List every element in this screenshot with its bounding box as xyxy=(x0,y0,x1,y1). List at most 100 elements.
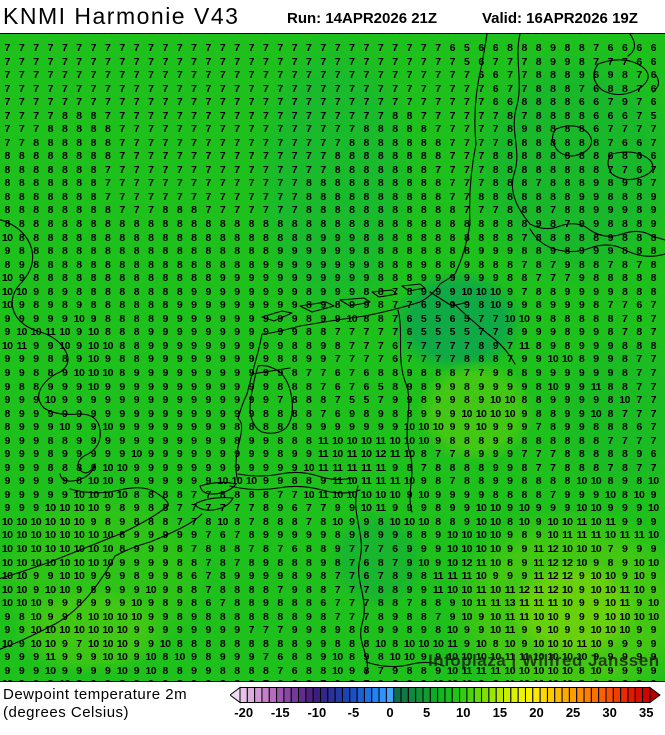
dewpoint-value: 8 xyxy=(277,515,283,528)
dewpoint-value: 8 xyxy=(205,542,212,555)
dewpoint-value: 10 xyxy=(16,529,27,542)
dewpoint-value: 7 xyxy=(464,109,470,122)
dewpoint-value: 7 xyxy=(262,150,269,163)
dewpoint-value: 10 xyxy=(576,475,587,488)
dewpoint-value: 10 xyxy=(561,637,573,650)
dewpoint-value: 7 xyxy=(277,136,283,149)
dewpoint-value: 11 xyxy=(519,339,530,352)
dewpoint-value: 8 xyxy=(349,651,355,664)
dewpoint-value: 7 xyxy=(18,109,25,122)
dewpoint-value: 9 xyxy=(464,515,470,528)
colorbar-cell xyxy=(254,687,263,703)
dewpoint-value: 7 xyxy=(262,42,269,54)
dewpoint-value: 8 xyxy=(219,245,226,258)
dewpoint-value: 9 xyxy=(248,651,255,664)
dewpoint-value: 8 xyxy=(402,678,416,681)
dewpoint-value: 8 xyxy=(176,204,183,217)
dewpoint-value: 8 xyxy=(507,366,513,379)
dewpoint-value: 10 xyxy=(604,488,616,501)
dewpoint-value: 10 xyxy=(131,597,142,610)
dewpoint-value: 9 xyxy=(492,421,499,434)
dewpoint-value: 8 xyxy=(176,272,183,285)
colorbar-tick: -15 xyxy=(270,705,290,720)
dewpoint-value: 8 xyxy=(564,109,571,122)
dewpoint-value: 8 xyxy=(593,258,599,271)
dewpoint-value: 11 xyxy=(475,556,487,569)
dewpoint-value: 9 xyxy=(234,285,240,298)
dewpoint-value: 8 xyxy=(420,150,427,163)
grid-row: 10 10 10 10 10 10 9 8 9 8 8 8 7 7 8 10 8 7 8 8 8 7 8 10 9 9 8 10 10 1… xyxy=(0,512,665,528)
dewpoint-value: 7 xyxy=(521,82,527,95)
dewpoint-value: 8 xyxy=(349,136,355,149)
dewpoint-value: 8 xyxy=(521,42,527,54)
dewpoint-value: 10 xyxy=(547,529,559,542)
dewpoint-value: 7 xyxy=(61,69,68,82)
dewpoint-value: 8 xyxy=(61,353,68,366)
dewpoint-value: 9 xyxy=(306,448,312,461)
dewpoint-value: 8 xyxy=(61,150,68,163)
dewpoint-value: 10 xyxy=(533,637,544,650)
dewpoint-value: 9 xyxy=(291,245,298,258)
dewpoint-value: 8 xyxy=(205,515,212,528)
dewpoint-value: 8 xyxy=(219,610,226,623)
dewpoint-value: 7 xyxy=(636,123,642,136)
dewpoint-value: 8 xyxy=(234,637,240,650)
dewpoint-value: 7 xyxy=(349,96,355,109)
dewpoint-value: 8 xyxy=(148,218,154,231)
dewpoint-value: 9 xyxy=(262,272,269,285)
dewpoint-value: 8 xyxy=(507,326,513,339)
dewpoint-value: 9 xyxy=(18,258,25,271)
dewpoint-value: 8 xyxy=(420,610,427,623)
dewpoint-value: 9 xyxy=(377,407,384,420)
dewpoint-value: 8 xyxy=(349,177,355,190)
dewpoint-value: 8 xyxy=(392,204,398,217)
dewpoint-value: 8 xyxy=(621,488,628,501)
dewpoint-value: 8 xyxy=(90,218,97,231)
dewpoint-value: 8 xyxy=(119,245,125,258)
dewpoint-value: 8 xyxy=(593,299,599,312)
dewpoint-value: 8 xyxy=(478,299,484,312)
dewpoint-value: 10 xyxy=(16,556,27,569)
grid-row: 1099910899899989988876887987988910101088… xyxy=(0,674,665,681)
dewpoint-value: 8 xyxy=(119,326,125,339)
dewpoint-value: 7 xyxy=(406,96,413,109)
grid-row: 10 10 9 9 10 10 9 9 9 8 9 9 8 6 7 8 9 9 9 9 8 9 8 7 7 6 7 8 9 8 11 11 11… xyxy=(0,566,665,583)
dewpoint-value: 8 xyxy=(334,150,341,163)
dewpoint-value: 7 xyxy=(478,204,484,217)
dewpoint-value: 10 xyxy=(102,475,114,488)
dewpoint-value: 6 xyxy=(578,96,585,109)
dewpoint-value: 8 xyxy=(291,407,298,420)
dewpoint-value: 8 xyxy=(377,123,384,136)
dewpoint-value: 7 xyxy=(420,82,427,95)
dewpoint-value: 8 xyxy=(291,556,298,569)
dewpoint-value: 7 xyxy=(363,583,369,596)
dewpoint-value: 8 xyxy=(392,380,398,393)
dewpoint-value: 9 xyxy=(76,353,82,366)
dewpoint-value: 9 xyxy=(507,570,513,583)
dewpoint-value: 9 xyxy=(607,245,614,258)
dewpoint-value: 11 xyxy=(533,542,544,555)
dewpoint-value: 10 xyxy=(475,285,487,298)
dewpoint-value: 9 xyxy=(636,502,642,515)
dewpoint-value: 6 xyxy=(650,42,657,54)
dewpoint-value: 7 xyxy=(205,556,212,569)
dewpoint-value: 8 xyxy=(507,434,513,447)
dewpoint-value: 9 xyxy=(277,366,283,379)
dewpoint-value: 8 xyxy=(435,245,441,258)
dewpoint-value: 9 xyxy=(4,434,11,447)
dewpoint-value: 8 xyxy=(535,245,542,258)
dewpoint-value: 9 xyxy=(148,556,154,569)
dewpoint-value: 7 xyxy=(262,69,269,82)
dewpoint-value: 9 xyxy=(148,529,154,542)
dewpoint-value: 10 xyxy=(1,570,13,583)
dewpoint-value: 8 xyxy=(262,488,269,501)
dewpoint-value: 7 xyxy=(162,42,168,54)
dewpoint-value: 7 xyxy=(148,69,154,82)
dewpoint-value: 10 xyxy=(102,651,114,664)
dewpoint-value: 7 xyxy=(449,339,456,352)
dewpoint-value: 9 xyxy=(291,326,298,339)
dewpoint-value: 9 xyxy=(90,394,97,407)
dewpoint-value: 6 xyxy=(593,96,599,109)
dewpoint-value: 8 xyxy=(406,245,413,258)
